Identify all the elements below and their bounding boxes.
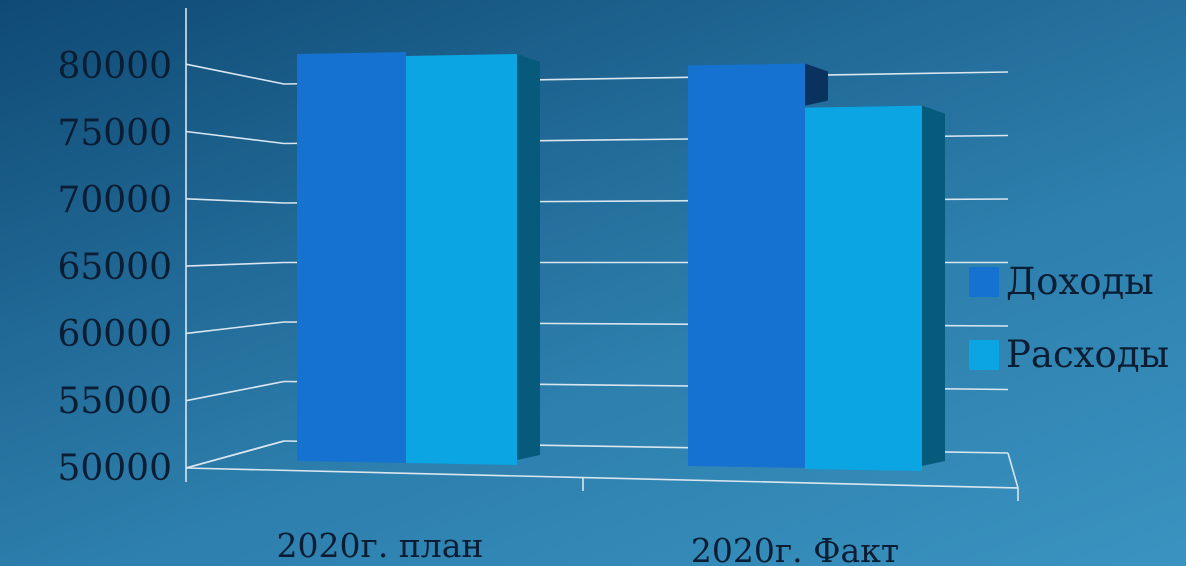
x-category-label: 2020г. Факт xyxy=(691,531,899,566)
side-gridline xyxy=(185,321,285,335)
bar-front-face xyxy=(805,105,922,472)
legend: Доходы Расходы xyxy=(969,260,1169,376)
side-gridline xyxy=(185,63,285,85)
legend-label-income: Доходы xyxy=(1006,260,1154,303)
side-gridline xyxy=(185,198,285,204)
x-category-label: 2020г. план xyxy=(277,526,484,565)
side-gridline xyxy=(185,130,285,145)
y-tick-label: 65000 xyxy=(57,247,172,288)
y-axis-tick-labels: 50000 55000 60000 65000 70000 75000 8000… xyxy=(57,46,172,489)
bar-front-face xyxy=(406,54,517,465)
floor-left-edge xyxy=(185,440,285,469)
x-axis-category-labels: 2020г. план 2020г. Факт xyxy=(277,526,900,566)
legend-swatch-expenses xyxy=(969,340,999,370)
y-tick-label: 70000 xyxy=(57,180,172,221)
bar-side-face xyxy=(517,54,540,460)
y-tick-label: 55000 xyxy=(57,381,172,422)
floor-right-edge xyxy=(1007,452,1019,489)
y-tick-label: 60000 xyxy=(57,314,172,355)
x-axis-line xyxy=(185,467,1019,489)
side-gridline xyxy=(185,261,285,267)
legend-swatch-income xyxy=(969,267,999,297)
bar-front-face xyxy=(688,63,805,469)
side-gridline xyxy=(185,380,285,402)
bar-front-face xyxy=(297,52,406,463)
y-tick-label: 50000 xyxy=(57,448,172,489)
bar-side-face xyxy=(805,63,828,106)
legend-label-expenses: Расходы xyxy=(1006,333,1169,376)
y-tick-label: 80000 xyxy=(57,46,172,87)
y-tick-label: 75000 xyxy=(57,113,172,154)
grid-side-wall xyxy=(185,63,285,469)
bar-side-face xyxy=(922,105,945,467)
bars xyxy=(297,52,945,472)
